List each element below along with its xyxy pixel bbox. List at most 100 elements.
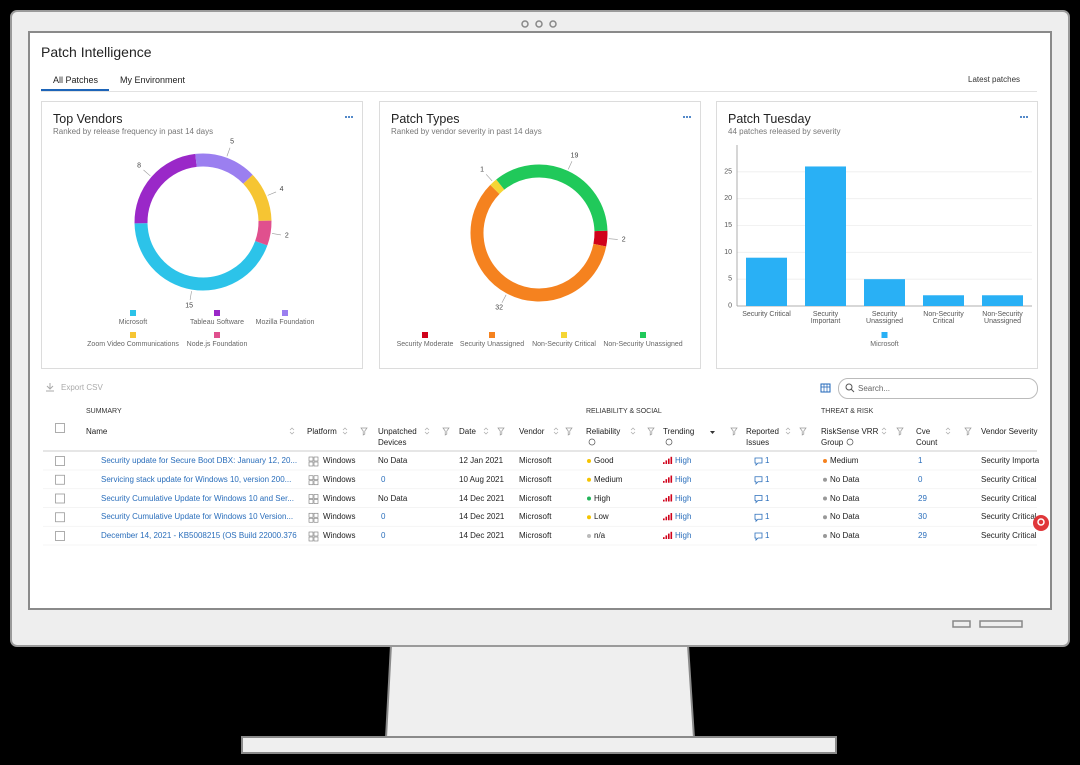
camera-dot bbox=[549, 20, 557, 28]
table-cell: No Data bbox=[378, 456, 408, 465]
table-cell: Security Important bbox=[981, 456, 1039, 465]
column-header: Platform bbox=[307, 427, 337, 436]
table-cell[interactable]: 1 bbox=[765, 531, 770, 540]
table-cell[interactable]: Security Cumulative Update for Windows 1… bbox=[101, 493, 294, 503]
table-cell: Microsoft bbox=[519, 493, 552, 503]
table-cell[interactable]: 1 bbox=[765, 456, 770, 465]
table-cell: Good bbox=[594, 456, 614, 465]
column-header: Date bbox=[459, 427, 476, 436]
table-cell[interactable]: High bbox=[675, 493, 692, 503]
legend-label: Zoom Video Communications bbox=[87, 341, 179, 348]
monitor-button bbox=[979, 620, 1023, 628]
table-cell: Microsoft bbox=[519, 531, 552, 540]
legend-label: Node.js Foundation bbox=[186, 341, 248, 348]
legend-label: Tableau Software bbox=[189, 319, 245, 326]
table-cell: Security Critical bbox=[981, 531, 1037, 540]
search-placeholder: Search... bbox=[858, 384, 891, 393]
x-tick-label: Non-Security Critical bbox=[923, 311, 964, 325]
table-cell[interactable]: 0 bbox=[918, 474, 923, 484]
column-header: Reliability bbox=[586, 427, 621, 436]
group-header: THREAT & RISK bbox=[821, 408, 874, 415]
legend-label: Security Unassigned bbox=[459, 341, 525, 348]
table-cell[interactable]: 1 bbox=[765, 493, 770, 503]
table-cell: n/a bbox=[594, 531, 606, 540]
card-title: Top Vendors bbox=[53, 112, 123, 126]
search-box[interactable]: Search... bbox=[838, 378, 1038, 399]
column-header: Reported Issues bbox=[746, 427, 779, 447]
tab-divider bbox=[41, 91, 1037, 92]
card-title: Patch Types bbox=[391, 112, 460, 126]
column-header: Name bbox=[86, 427, 108, 436]
table-cell: 0 bbox=[381, 512, 386, 522]
table-cell: Windows bbox=[323, 531, 356, 540]
card-subtitle: 44 patches released by severity bbox=[728, 127, 841, 136]
camera-dot bbox=[535, 20, 543, 28]
active-tab-indicator bbox=[41, 89, 109, 91]
column-header: Cve Count bbox=[916, 427, 938, 447]
table-cell: Low bbox=[594, 512, 609, 522]
legend-label: Security Moderate bbox=[396, 341, 454, 348]
card-subtitle: Ranked by release frequency in past 14 d… bbox=[53, 127, 214, 136]
x-tick-label: Security Critical bbox=[742, 311, 791, 318]
table-cell: No Data bbox=[830, 493, 860, 503]
legend-label: Non-Security Critical bbox=[532, 341, 596, 348]
legend-label: Non-Security Unassigned bbox=[603, 341, 683, 348]
table-cell: No Data bbox=[830, 474, 860, 484]
table-cell[interactable]: Servicing stack update for Windows 10, v… bbox=[101, 474, 292, 484]
legend-label: Mozilla Foundation bbox=[255, 319, 315, 326]
column-header: RiskSense VRR Group bbox=[821, 427, 879, 447]
legend-label: Microsoft bbox=[118, 319, 148, 326]
chart-card: Patch Types Ranked by vendor severity in… bbox=[379, 101, 701, 369]
column-header: Trending bbox=[663, 427, 695, 436]
table-cell[interactable]: 1 bbox=[918, 456, 923, 465]
x-tick-label: Security Unassigned bbox=[866, 311, 903, 325]
table-cell[interactable]: 29 bbox=[918, 531, 927, 540]
table-cell[interactable]: High bbox=[675, 531, 692, 540]
table-cell: Windows bbox=[323, 474, 356, 484]
table-cell: Microsoft bbox=[519, 512, 552, 522]
column-header: Vendor bbox=[519, 427, 545, 436]
table-cell[interactable]: 1 bbox=[765, 512, 770, 522]
table-cell: 0 bbox=[381, 474, 386, 484]
chart-card: Top Vendors Ranked by release frequency … bbox=[41, 101, 363, 369]
table-cell: Medium bbox=[594, 474, 623, 484]
x-tick-label: Non-Security Unassigned bbox=[982, 311, 1023, 325]
table-cell[interactable]: 30 bbox=[918, 512, 927, 522]
tab[interactable]: All Patches bbox=[53, 75, 99, 85]
table-cell: 0 bbox=[381, 531, 386, 540]
table-cell[interactable]: 29 bbox=[918, 493, 927, 503]
table-cell: Windows bbox=[323, 456, 356, 465]
table-cell: Security Critical bbox=[981, 512, 1037, 522]
card-subtitle: Ranked by vendor severity in past 14 day… bbox=[391, 127, 542, 136]
table-cell[interactable]: December 14, 2021 - KB5008215 (OS Build … bbox=[101, 531, 297, 540]
tab[interactable]: My Environment bbox=[120, 75, 186, 85]
table-cell: Security Critical bbox=[981, 474, 1037, 484]
column-header: Unpatched Devices bbox=[378, 427, 417, 447]
group-header: RELIABILITY & SOCIAL bbox=[586, 408, 662, 415]
sort-dropdown[interactable]: Latest patches bbox=[968, 75, 1021, 84]
table-cell[interactable]: High bbox=[675, 512, 692, 522]
table-cell[interactable]: 1 bbox=[765, 474, 770, 484]
table-cell: Medium bbox=[830, 456, 859, 465]
table-cell[interactable]: Security Cumulative Update for Windows 1… bbox=[101, 512, 294, 522]
card-title: Patch Tuesday bbox=[728, 112, 811, 126]
export-button[interactable]: Export CSV bbox=[61, 383, 103, 392]
table-cell: 14 Dec 2021 bbox=[459, 512, 505, 522]
table-cell: High bbox=[594, 493, 611, 503]
table-cell: 12 Jan 2021 bbox=[459, 456, 504, 465]
table-cell: 14 Dec 2021 bbox=[459, 493, 505, 503]
table-cell: No Data bbox=[830, 512, 860, 522]
x-tick-label: Security Important bbox=[810, 311, 841, 325]
page-title: Patch Intelligence bbox=[41, 44, 152, 60]
table-cell: Security Critical bbox=[981, 493, 1037, 503]
table-cell: 14 Dec 2021 bbox=[459, 531, 505, 540]
table-cell[interactable]: Security update for Secure Boot DBX: Jan… bbox=[101, 456, 297, 465]
table-cell[interactable]: High bbox=[675, 456, 692, 465]
table-cell: 10 Aug 2021 bbox=[459, 474, 504, 484]
table-cell: No Data bbox=[378, 493, 408, 503]
table-cell[interactable]: High bbox=[675, 474, 692, 484]
table-cell: Microsoft bbox=[519, 456, 552, 465]
